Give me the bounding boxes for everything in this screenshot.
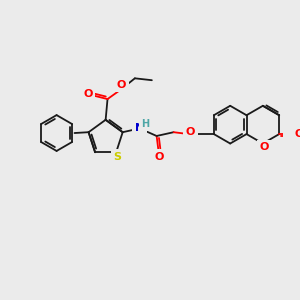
Text: O: O xyxy=(117,80,126,90)
Text: O: O xyxy=(83,89,92,99)
Text: H: H xyxy=(141,119,149,129)
Text: O: O xyxy=(294,129,300,139)
Text: O: O xyxy=(186,127,195,137)
Text: N: N xyxy=(135,123,144,134)
Text: O: O xyxy=(155,152,164,162)
Text: O: O xyxy=(259,142,268,152)
Text: S: S xyxy=(113,152,121,162)
